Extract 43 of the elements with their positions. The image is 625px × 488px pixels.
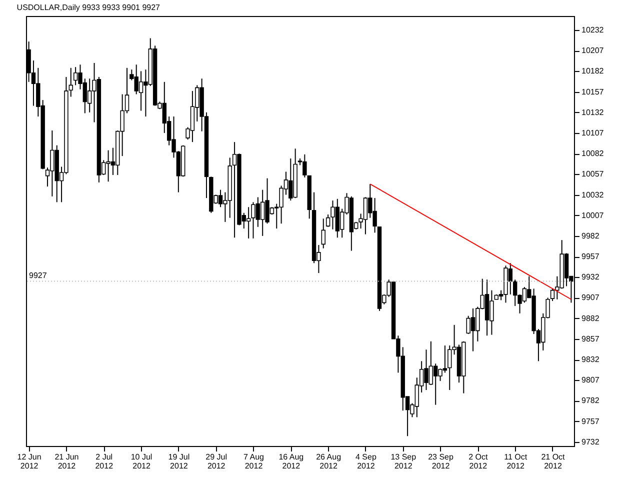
- y-tick-label: 10032: [582, 190, 604, 200]
- y-tick-label: 9782: [582, 396, 600, 406]
- y-tick-label: 10132: [582, 108, 604, 117]
- y-tick-label: 10057: [582, 170, 604, 179]
- y-tick-label: 10182: [582, 66, 604, 76]
- x-tick-label: 21 Jun 2012: [54, 452, 79, 470]
- y-tick-label: 9882: [582, 314, 600, 323]
- y-tick-label: 10082: [582, 149, 604, 158]
- y-tick-label: 9907: [582, 293, 600, 302]
- x-tick-label: 23 Sep 2012: [428, 452, 454, 470]
- candlestick: [550, 288, 555, 302]
- x-tick-label: 2 Oct 2012: [468, 452, 489, 470]
- x-tick-label: 10 Jul 2012: [130, 452, 152, 470]
- chart-title: USDOLLAR,Daily 9933 9933 9901 9927: [16, 3, 161, 12]
- y-tick-label: 9982: [582, 231, 600, 240]
- y-tick-label: 10157: [582, 87, 604, 96]
- y-tick-label: 9957: [582, 252, 600, 262]
- y-tick-label: 9757: [582, 416, 600, 426]
- y-tick-label: 10107: [582, 128, 604, 138]
- x-tick-label: 21 Oct 2012: [541, 452, 566, 470]
- y-tick-label: 9807: [582, 376, 600, 385]
- candlestick: [326, 214, 330, 228]
- x-tick-label: 26 Aug 2012: [316, 452, 342, 470]
- candlestick: [246, 206, 251, 239]
- y-tick-label: 10207: [582, 46, 604, 56]
- candlestick: [321, 218, 326, 249]
- y-tick-label: 10007: [582, 210, 604, 220]
- y-tick-label: 10232: [582, 26, 604, 35]
- y-tick-label: 9832: [582, 355, 600, 364]
- x-tick-label: 29 Jul 2012: [206, 452, 228, 470]
- x-tick-label: 11 Oct 2012: [504, 452, 528, 470]
- x-tick-label: 16 Aug 2012: [278, 452, 304, 470]
- ref-line-label: 9927: [29, 271, 48, 280]
- candlestick: [68, 67, 73, 98]
- x-tick-label: 13 Sep 2012: [390, 452, 417, 470]
- x-tick-label: 2 Jul 2012: [95, 452, 114, 470]
- x-tick-label: 4 Sep 2012: [356, 452, 377, 470]
- x-tick-label: 12 Jun 2012: [17, 452, 42, 470]
- y-tick-label: 9932: [582, 272, 600, 282]
- x-tick-label: 7 Aug 2012: [244, 452, 264, 470]
- x-tick-label: 19 Jul 2012: [168, 452, 190, 470]
- y-tick-label: 9732: [582, 437, 600, 446]
- y-tick-label: 9857: [582, 334, 600, 344]
